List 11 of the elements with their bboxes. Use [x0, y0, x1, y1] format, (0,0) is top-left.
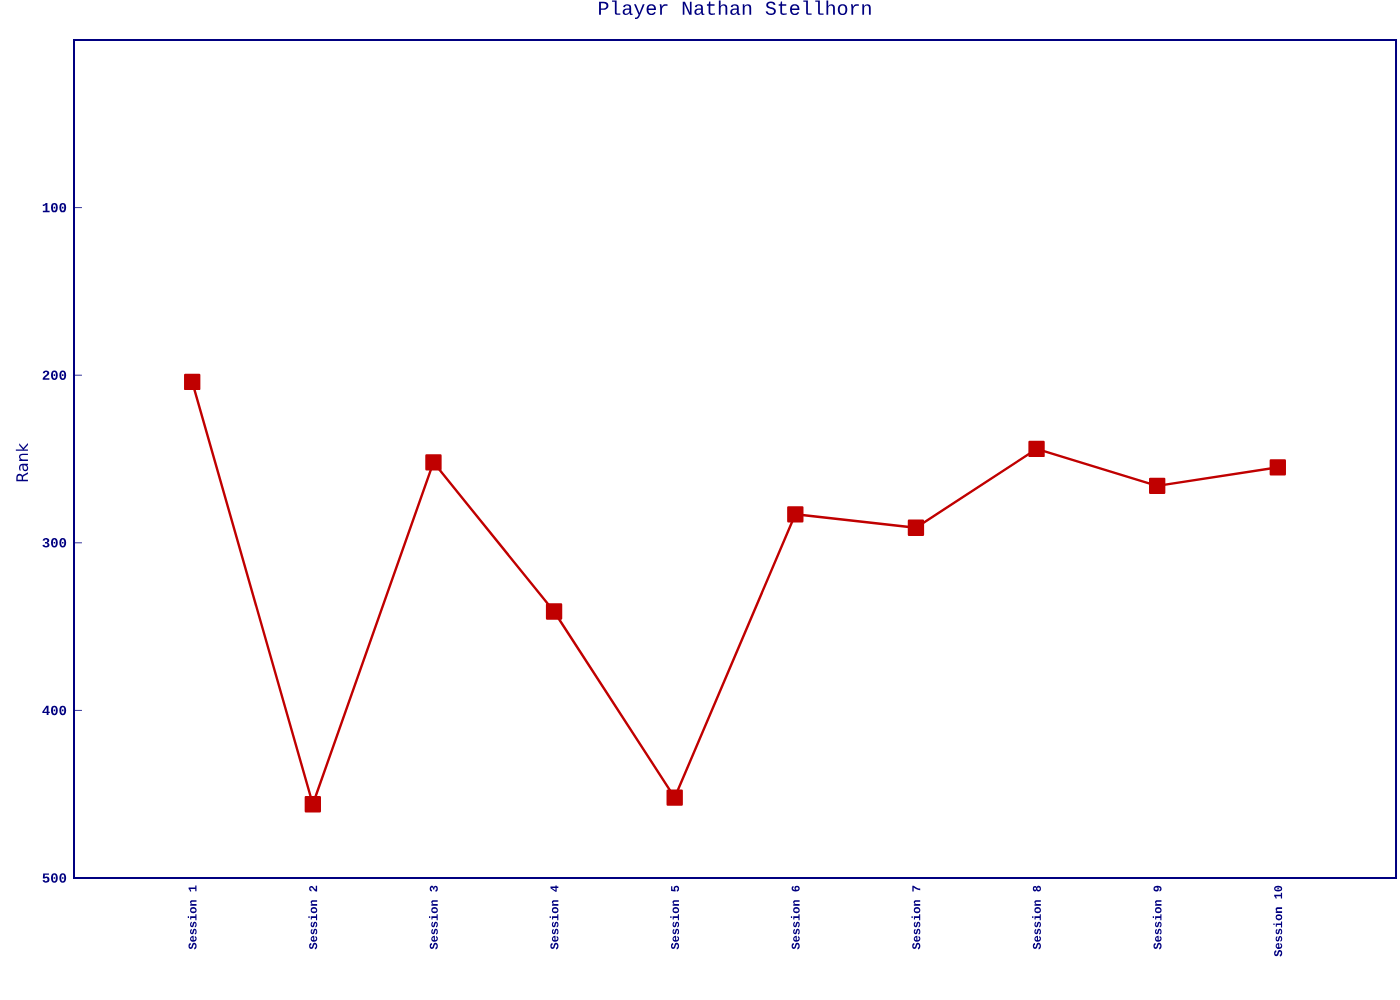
point: [907, 519, 925, 536]
point: [1269, 459, 1286, 476]
point: [425, 454, 442, 471]
point: [1028, 440, 1045, 458]
point: [666, 789, 683, 806]
point: [787, 506, 804, 523]
point: [1149, 477, 1166, 494]
point: [184, 373, 201, 391]
point: [304, 796, 321, 813]
point: [545, 603, 563, 620]
chart-title: Player Nathan Stellhorn: [599, 0, 871, 19]
